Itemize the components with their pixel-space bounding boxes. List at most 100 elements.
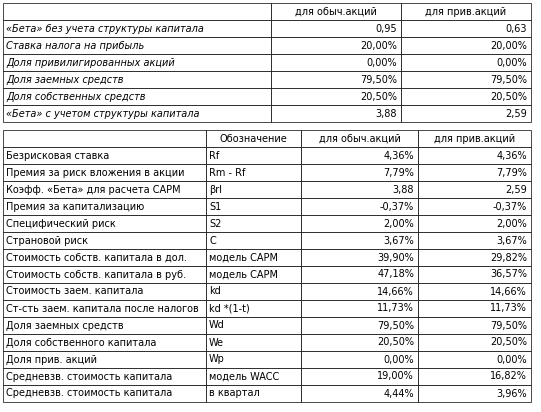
Bar — [206, 130, 301, 147]
Bar — [301, 181, 418, 198]
Text: Премия за капитализацию: Премия за капитализацию — [6, 201, 144, 211]
Bar — [3, 266, 206, 283]
Bar — [206, 266, 301, 283]
Bar — [3, 300, 206, 317]
Text: Премия за риск вложения в акции: Премия за риск вложения в акции — [6, 168, 184, 178]
Bar — [3, 232, 206, 249]
Bar — [271, 105, 401, 122]
Text: Доля собственного капитала: Доля собственного капитала — [6, 337, 156, 347]
Bar — [206, 283, 301, 300]
Text: Средневзв. стоимость капитала: Средневзв. стоимость капитала — [6, 372, 172, 382]
Bar — [401, 54, 531, 71]
Bar — [401, 20, 531, 37]
Bar — [271, 71, 401, 88]
Text: 4,36%: 4,36% — [497, 150, 527, 161]
Text: 7,79%: 7,79% — [496, 168, 527, 178]
Text: kd: kd — [209, 286, 221, 297]
Text: 29,82%: 29,82% — [490, 253, 527, 262]
Text: 0,00%: 0,00% — [384, 354, 414, 365]
Bar — [418, 198, 531, 215]
Text: 4,44%: 4,44% — [384, 389, 414, 398]
Bar — [206, 147, 301, 164]
Bar — [206, 215, 301, 232]
Text: 20,50%: 20,50% — [490, 91, 527, 101]
Text: Доля заемных средств: Доля заемных средств — [6, 75, 123, 84]
Bar — [3, 37, 271, 54]
Bar — [206, 181, 301, 198]
Text: -0,37%: -0,37% — [380, 201, 414, 211]
Bar — [206, 249, 301, 266]
Text: в квартал: в квартал — [209, 389, 260, 398]
Bar — [206, 164, 301, 181]
Bar — [418, 215, 531, 232]
Bar — [206, 368, 301, 385]
Text: Rf: Rf — [209, 150, 219, 161]
Text: 0,00%: 0,00% — [366, 58, 397, 68]
Text: для обыч.акций: для обыч.акций — [295, 7, 377, 16]
Bar — [301, 368, 418, 385]
Text: 3,88: 3,88 — [393, 185, 414, 194]
Text: Ставка налога на прибыль: Ставка налога на прибыль — [6, 40, 144, 51]
Text: 7,79%: 7,79% — [383, 168, 414, 178]
Text: kd *(1-t): kd *(1-t) — [209, 304, 250, 314]
Bar — [418, 266, 531, 283]
Text: 3,67%: 3,67% — [496, 236, 527, 246]
Text: C: C — [209, 236, 216, 246]
Text: -0,37%: -0,37% — [493, 201, 527, 211]
Text: 14,66%: 14,66% — [490, 286, 527, 297]
Text: We: We — [209, 337, 224, 347]
Bar — [3, 368, 206, 385]
Text: 36,57%: 36,57% — [490, 269, 527, 279]
Bar — [206, 334, 301, 351]
Bar — [3, 71, 271, 88]
Text: Стоимость собств. капитала в дол.: Стоимость собств. капитала в дол. — [6, 253, 187, 262]
Bar — [3, 351, 206, 368]
Text: Специфический риск: Специфический риск — [6, 218, 116, 229]
Bar — [3, 317, 206, 334]
Bar — [418, 181, 531, 198]
Text: модель CAPM: модель CAPM — [209, 253, 278, 262]
Bar — [206, 300, 301, 317]
Text: модель WACC: модель WACC — [209, 372, 279, 382]
Text: 0,00%: 0,00% — [497, 354, 527, 365]
Text: 20,50%: 20,50% — [360, 91, 397, 101]
Text: 3,88: 3,88 — [375, 108, 397, 119]
Text: модель CAPM: модель CAPM — [209, 269, 278, 279]
Bar — [3, 3, 271, 20]
Text: S2: S2 — [209, 218, 221, 229]
Bar — [3, 20, 271, 37]
Bar — [301, 300, 418, 317]
Bar — [301, 164, 418, 181]
Bar — [418, 164, 531, 181]
Bar — [418, 249, 531, 266]
Bar — [206, 198, 301, 215]
Text: 2,59: 2,59 — [505, 108, 527, 119]
Text: 47,18%: 47,18% — [377, 269, 414, 279]
Bar — [3, 385, 206, 402]
Bar — [3, 215, 206, 232]
Text: 20,00%: 20,00% — [360, 40, 397, 51]
Text: 79,50%: 79,50% — [377, 321, 414, 330]
Text: Доля собственных средств: Доля собственных средств — [6, 91, 146, 101]
Bar — [418, 130, 531, 147]
Bar — [301, 198, 418, 215]
Text: Доля привилигированных акций: Доля привилигированных акций — [6, 58, 175, 68]
Text: 4,36%: 4,36% — [384, 150, 414, 161]
Bar — [3, 147, 206, 164]
Text: Доля прив. акций: Доля прив. акций — [6, 354, 97, 365]
Bar — [271, 20, 401, 37]
Bar — [401, 88, 531, 105]
Bar — [271, 37, 401, 54]
Bar — [401, 37, 531, 54]
Bar — [301, 232, 418, 249]
Bar — [301, 351, 418, 368]
Bar — [301, 334, 418, 351]
Bar — [301, 249, 418, 266]
Bar — [401, 71, 531, 88]
Text: 20,50%: 20,50% — [490, 337, 527, 347]
Text: 79,50%: 79,50% — [490, 75, 527, 84]
Text: 0,00%: 0,00% — [497, 58, 527, 68]
Bar — [418, 300, 531, 317]
Text: Ст-сть заем. капитала после налогов: Ст-сть заем. капитала после налогов — [6, 304, 199, 314]
Text: 20,00%: 20,00% — [490, 40, 527, 51]
